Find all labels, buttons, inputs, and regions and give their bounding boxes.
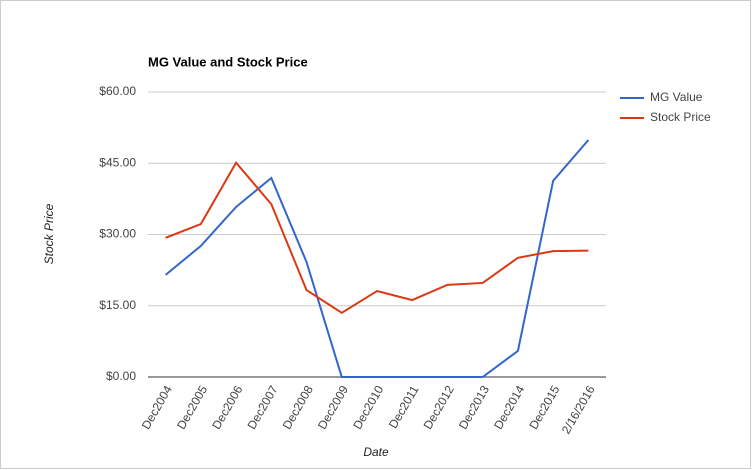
y-tick-label: $30.00 (99, 227, 136, 241)
legend-label: MG Value (650, 90, 703, 104)
line-series (165, 161, 589, 315)
y-axis-title: Stock Price (42, 203, 56, 264)
y-tick-label: $45.00 (99, 155, 136, 169)
y-tick-label: $0.00 (106, 369, 136, 383)
line-series (164, 139, 590, 378)
legend-label: Stock Price (650, 110, 711, 124)
y-tick-label: $15.00 (99, 298, 136, 312)
x-axis-title: Date (363, 445, 389, 459)
y-tick-label: $60.00 (99, 84, 136, 98)
chart-title: MG Value and Stock Price (148, 54, 308, 69)
